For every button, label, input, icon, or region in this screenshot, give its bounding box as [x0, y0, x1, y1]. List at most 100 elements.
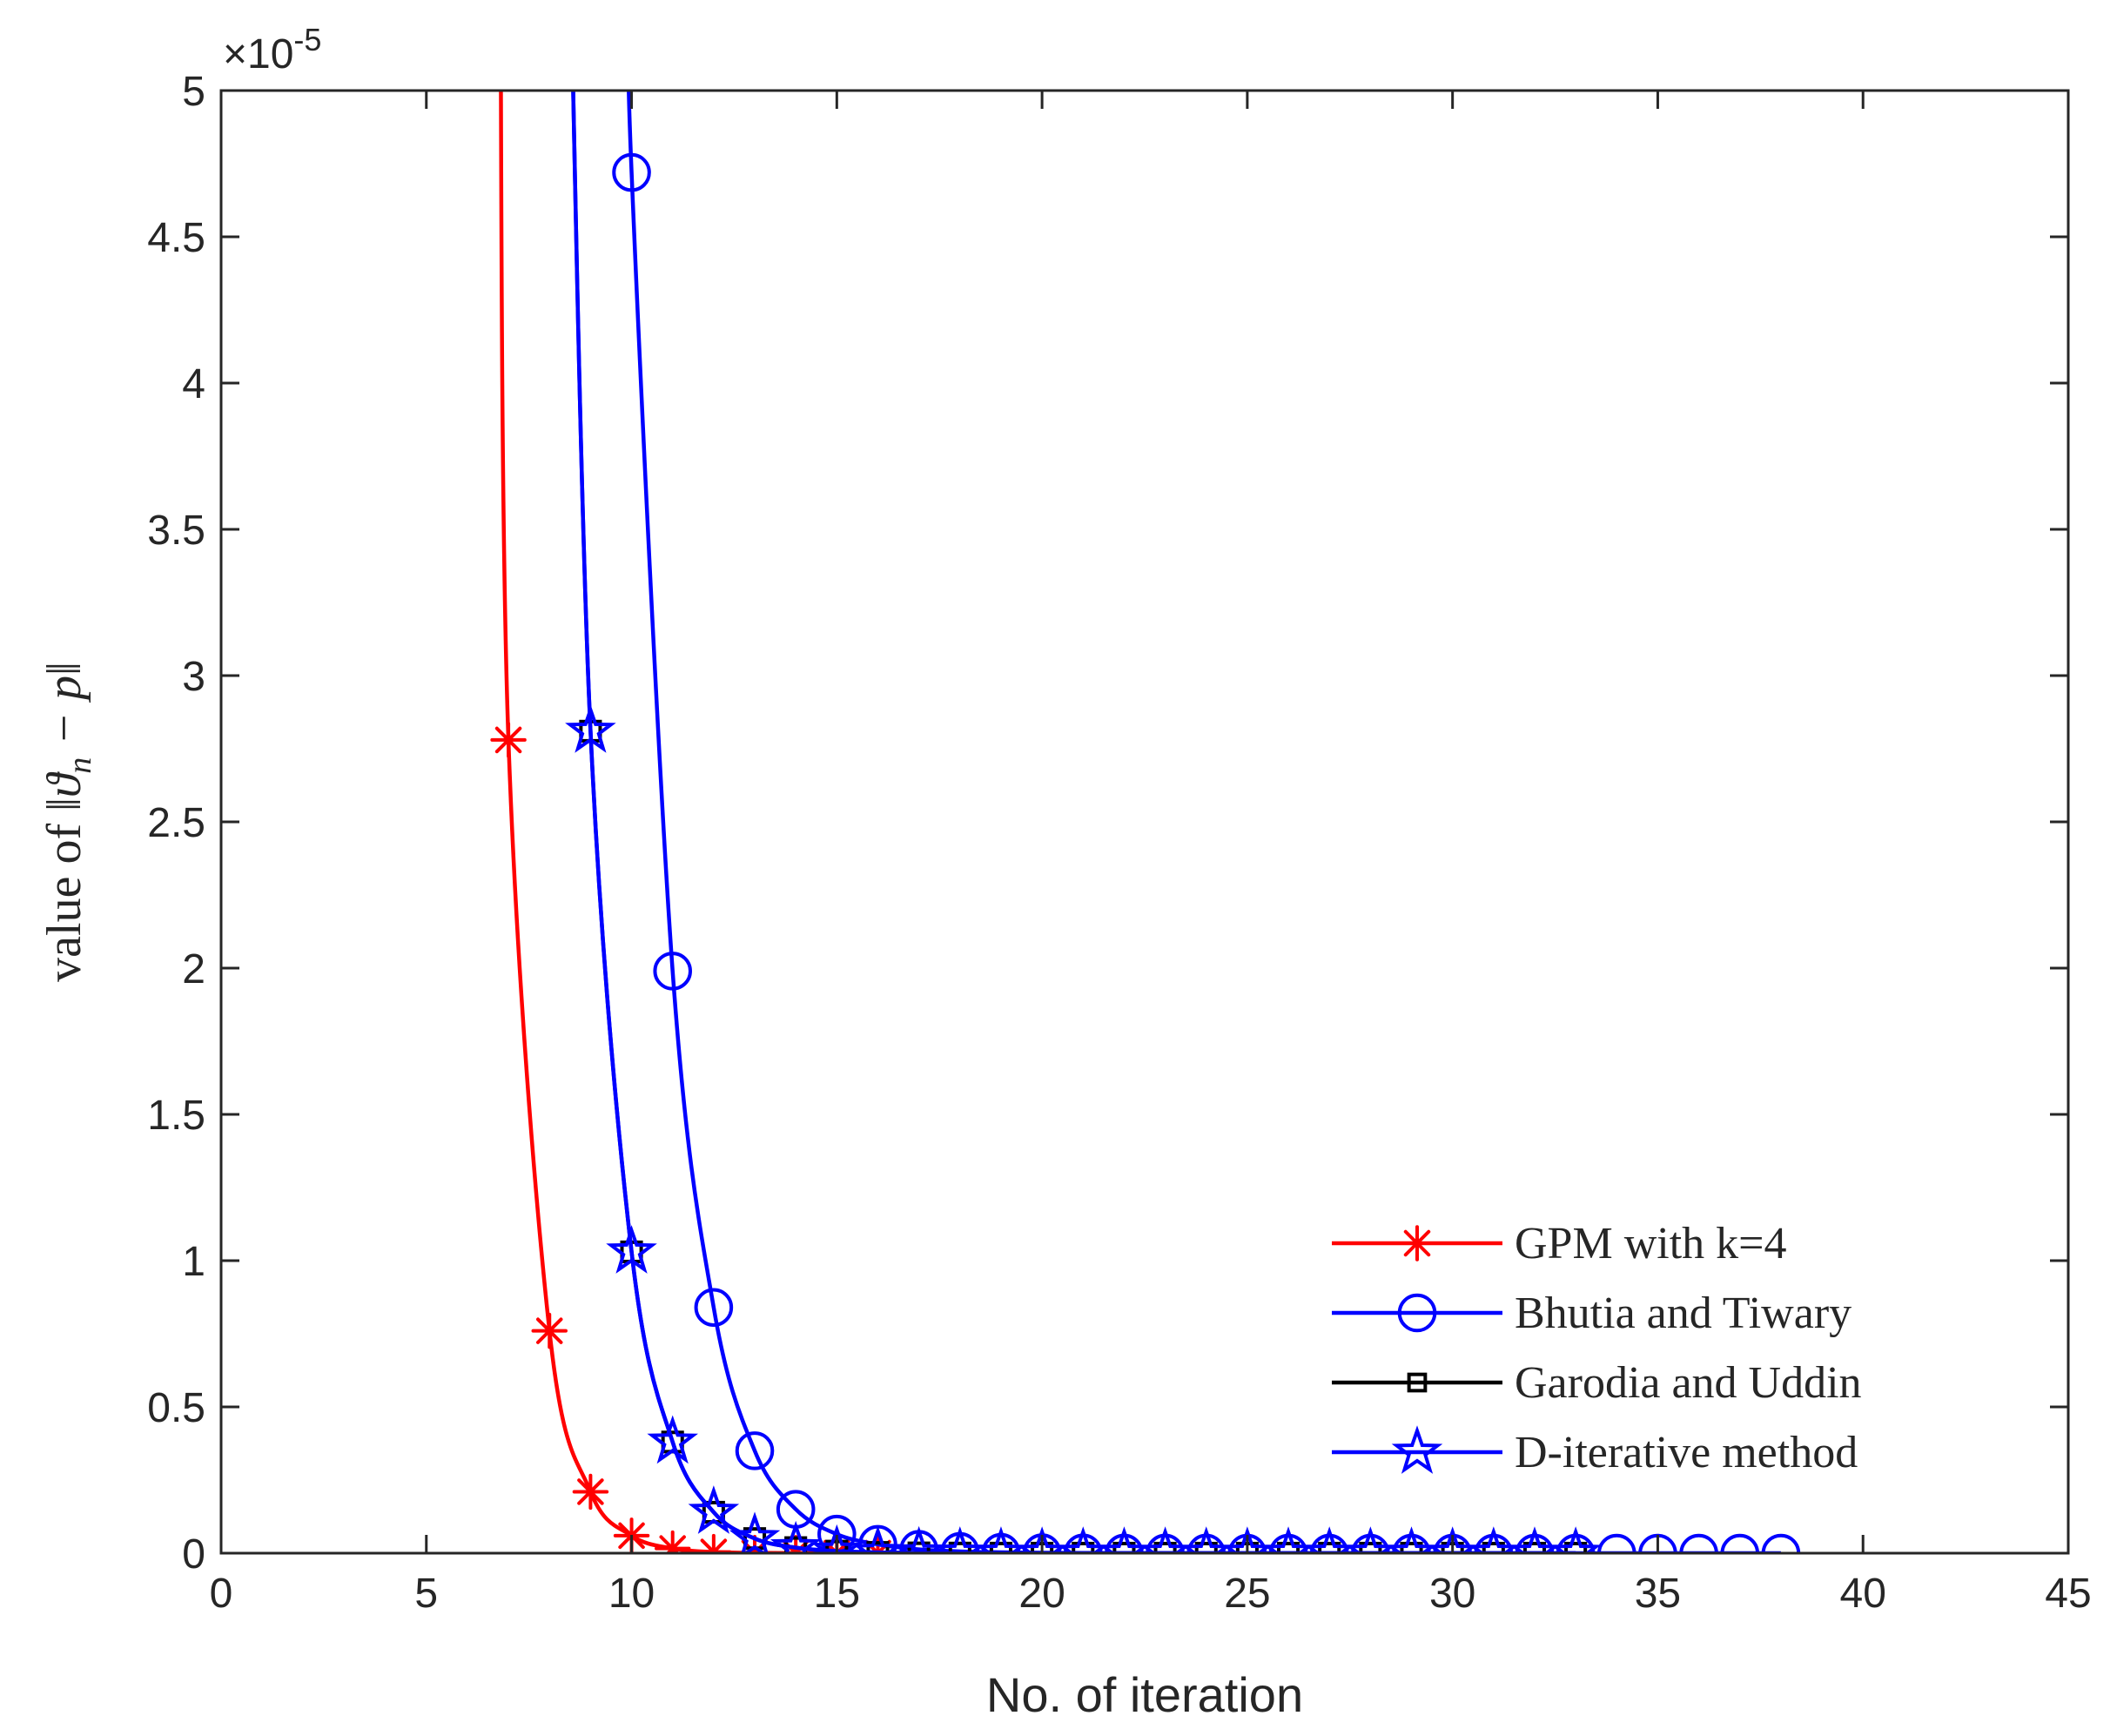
- data-point-asterisk: [572, 1473, 609, 1511]
- plot-area: [221, 91, 2068, 1553]
- y-axis-title: value of ‖ϑn − p‖: [37, 662, 98, 982]
- data-point-star: [1468, 1526, 1520, 1553]
- data-point-star: [1221, 1526, 1274, 1553]
- data-point-star: [565, 704, 616, 753]
- marker-square: [1407, 1372, 1428, 1393]
- x-tick-label: 25: [1224, 1571, 1270, 1617]
- data-point-asterisk: [490, 722, 527, 758]
- marker-circle: [694, 1288, 734, 1328]
- data-point-star: [934, 1526, 986, 1553]
- data-point-star: [1099, 1526, 1150, 1553]
- legend-item: GPM with k=4: [1332, 1219, 1786, 1268]
- marker-star: [647, 1415, 698, 1464]
- marker-star: [1303, 1526, 1355, 1553]
- y-tick-label: 2: [182, 946, 205, 992]
- y-tick-label: 1: [182, 1239, 205, 1285]
- marker-star: [1391, 1425, 1443, 1474]
- y-axis-title-math-tail: − p‖: [37, 662, 91, 757]
- data-point-circle: [735, 1431, 775, 1470]
- marker-star: [1549, 1526, 1602, 1553]
- y-tick-label: 3.5: [147, 508, 205, 554]
- marker-star: [1057, 1526, 1109, 1553]
- y-axis-title-prefix: value of: [37, 824, 91, 982]
- y-tick-label: 3: [182, 654, 205, 700]
- x-tick-label: 20: [1018, 1571, 1065, 1617]
- data-point-star: [893, 1525, 944, 1553]
- data-point-star: [975, 1526, 1027, 1553]
- marker-star: [975, 1526, 1027, 1553]
- marker-star: [852, 1525, 904, 1553]
- data-point-star: [770, 1520, 822, 1553]
- y-tick-label: 5: [182, 69, 205, 115]
- marker-star: [565, 704, 616, 753]
- legend: GPM with k=4 Bhutia and Tiwary Garodia and…: [1332, 1219, 1862, 1477]
- marker-star: [729, 1511, 781, 1553]
- data-point-star: [688, 1485, 740, 1534]
- marker-asterisk-stroke: [536, 1317, 563, 1344]
- y-axis-title-subscript: n: [62, 757, 98, 774]
- data-point-star: [852, 1525, 904, 1553]
- legend-label: Garodia and Uddin: [1515, 1358, 1862, 1408]
- data-point-star: [647, 1415, 698, 1464]
- y-exponent-power: -5: [293, 22, 321, 57]
- data-point-star: [1345, 1526, 1396, 1553]
- data-point-star: [1386, 1526, 1437, 1553]
- marker-star: [934, 1526, 986, 1553]
- marker-star: [1509, 1526, 1561, 1553]
- x-tick-label: 0: [210, 1571, 233, 1617]
- x-tick-label: 10: [608, 1571, 655, 1617]
- y-tick-label: 4.5: [147, 215, 205, 261]
- legend-label: Bhutia and Tiwary: [1515, 1289, 1852, 1338]
- y-exponent-label: ×10-5: [223, 22, 321, 77]
- y-axis-title-math: ‖ϑ: [37, 771, 91, 811]
- y-exponent-base: ×10: [223, 31, 293, 77]
- marker-star: [1139, 1526, 1191, 1553]
- legend-item: Bhutia and Tiwary: [1332, 1289, 1852, 1338]
- legend-item: D-iterative method: [1332, 1425, 1858, 1477]
- x-tick-label: 5: [414, 1571, 438, 1617]
- marker-star: [770, 1520, 822, 1553]
- marker-circle: [1397, 1293, 1437, 1333]
- legend-label: GPM with k=4: [1515, 1219, 1786, 1268]
- marker-star: [893, 1525, 944, 1553]
- marker-star: [1221, 1526, 1274, 1553]
- data-point-star: [729, 1511, 781, 1553]
- data-point-circle: [694, 1288, 734, 1328]
- data-point-circle: [653, 952, 692, 991]
- data-point-star: [1139, 1526, 1191, 1553]
- x-tick-label: 35: [1635, 1571, 1681, 1617]
- y-tick-label: 0.5: [147, 1385, 205, 1431]
- data-point-star: [811, 1524, 863, 1553]
- marker-star: [1016, 1526, 1068, 1553]
- legend-marker-square: [1407, 1372, 1428, 1393]
- data-point-star: [1262, 1526, 1314, 1553]
- x-tick-label: 15: [814, 1571, 860, 1617]
- data-point-star: [606, 1225, 657, 1274]
- data-point-star: [1549, 1526, 1602, 1553]
- marker-star: [1345, 1526, 1396, 1553]
- y-tick-label: 0: [182, 1531, 205, 1578]
- marker-asterisk-stroke: [1403, 1229, 1431, 1257]
- data-point-circle: [612, 152, 651, 192]
- y-tick-label: 4: [182, 361, 205, 407]
- marker-asterisk-stroke: [494, 726, 522, 754]
- marker-star: [606, 1225, 657, 1274]
- x-tick-label: 30: [1429, 1571, 1475, 1617]
- marker-star: [1099, 1526, 1150, 1553]
- legend-item: Garodia and Uddin: [1332, 1358, 1862, 1408]
- y-tick-label: 2.5: [147, 800, 205, 846]
- x-axis-title: No. of iteration: [986, 1667, 1303, 1722]
- axes-layer: 0 5 10 15 20 25 30 35 40 45 0 0.5 1 1.5 2 2.5 3 3.5 4 4.5 5: [147, 69, 2091, 1617]
- legend-marker-star: [1391, 1425, 1443, 1474]
- marker-star: [1386, 1526, 1437, 1553]
- x-tick-label: 45: [2045, 1571, 2091, 1617]
- x-tick-label: 40: [1840, 1571, 1886, 1617]
- y-tick-label: 1.5: [147, 1093, 205, 1139]
- legend-label: D-iterative method: [1515, 1428, 1858, 1477]
- data-point-star: [1509, 1526, 1561, 1553]
- marker-circle: [735, 1431, 775, 1470]
- legend-marker-asterisk: [1399, 1225, 1435, 1262]
- marker-asterisk-stroke: [577, 1478, 604, 1505]
- data-point-star: [1016, 1526, 1068, 1553]
